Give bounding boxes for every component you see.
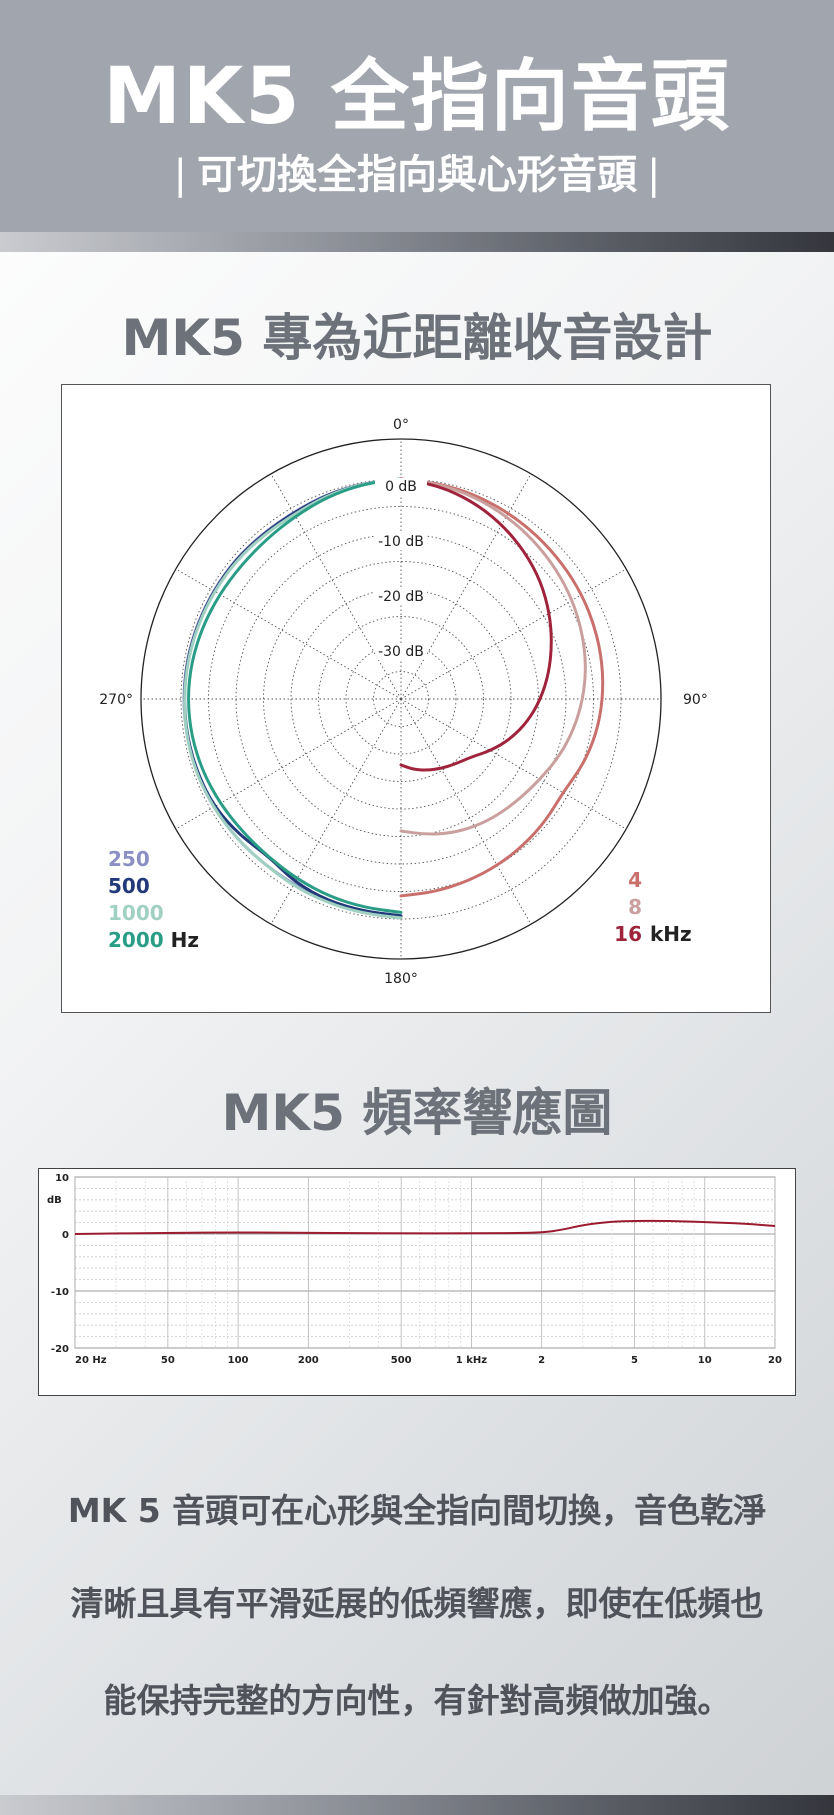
polar-spoke <box>270 473 402 700</box>
freq-x-tick-label: 2 <box>538 1355 545 1366</box>
polar-db-label-bg <box>375 643 427 660</box>
polar-series-4 <box>399 477 605 898</box>
polar-angle-label: 90° <box>683 692 708 708</box>
polar-section-title: MK5 專為近距離收音設計 <box>121 309 713 367</box>
polar-chart: 0° 90° 180° 270° 0 dB -10 dB -20 dB -30 dB 250 5… <box>99 417 708 987</box>
polar-series-1000 <box>183 477 403 920</box>
page-subtitle: | 可切換全指向與心形音頭 | <box>0 142 834 200</box>
freq-x-tick-label: 200 <box>298 1355 319 1366</box>
freq-y-tick-label: 10 <box>55 1173 69 1184</box>
description-line-2: 清晰且具有平滑延展的低頻響應，即使在低頻也 <box>70 1584 764 1623</box>
polar-db-label: 0 dB <box>385 479 417 495</box>
freq-section-title: MK5 頻率響應圖 <box>221 1084 613 1142</box>
subtitle-bar-left: | <box>173 152 187 198</box>
header-banner: MK5 全指向音頭 | 可切換全指向與心形音頭 | <box>0 0 834 232</box>
polar-legend-right-item: 8 <box>628 895 642 919</box>
freq-y-axis-label: dB <box>47 1195 62 1206</box>
polar-legend-left-item: 1000 <box>108 901 164 925</box>
polar-legend-left-item: 500 <box>108 874 150 898</box>
polar-spoke <box>400 698 532 925</box>
polar-series-2000 <box>187 477 403 914</box>
polar-legend-left-unit: Hz <box>164 928 199 952</box>
freq-x-tick-label: 10 <box>698 1355 712 1366</box>
polar-db-label-bg <box>375 533 427 550</box>
freq-x-tick-label: 5 <box>631 1355 638 1366</box>
polar-legend-right-item: 4 <box>628 868 642 892</box>
polar-legend: 250 500 1000 2000 Hz 4 8 16 kHz <box>108 847 692 952</box>
freq-response-line <box>74 1219 776 1235</box>
freq-plot-area <box>74 1176 776 1349</box>
subtitle-bar-right: | <box>647 152 661 198</box>
polar-db-ring <box>373 671 429 727</box>
description-line-3: 能保持完整的方向性，有針對高頻做加強。 <box>103 1681 731 1720</box>
polar-db-label: -10 dB <box>378 534 424 550</box>
polar-chart-panel: 0° 90° 180° 270° 0 dB -10 dB -20 dB -30 dB 250 5… <box>61 384 771 1013</box>
freq-chart-panel: 10 0 -10 -20 dB 20 Hz 50 100 200 500 1 kHz 2 5 10 20 <box>38 1168 796 1396</box>
polar-series-8 <box>399 477 587 836</box>
polar-series-250 <box>182 477 403 919</box>
header-gradient-band <box>0 232 834 252</box>
polar-legend-right-unit: kHz <box>650 922 692 946</box>
polar-db-ring <box>290 588 512 810</box>
polar-db-ring <box>318 616 484 782</box>
page-title: MK5 全指向音頭 <box>103 52 731 142</box>
polar-spoke <box>270 698 402 925</box>
polar-db-label: -30 dB <box>378 644 424 660</box>
freq-x-tick-label: 20 Hz <box>75 1355 107 1366</box>
polar-spoke <box>400 698 627 830</box>
polar-angle-label: 180° <box>384 971 418 987</box>
freq-y-tick-label: 0 <box>62 1230 69 1241</box>
polar-legend-left-item: 250 <box>108 847 150 871</box>
footer-gradient-band <box>0 1795 834 1815</box>
polar-series-group <box>182 477 605 920</box>
freq-x-tick-label: 100 <box>228 1355 249 1366</box>
subtitle-text: 可切換全指向與心形音頭 <box>197 152 637 198</box>
polar-spoke <box>400 568 627 700</box>
polar-legend-right-item: 16 <box>614 922 642 946</box>
polar-angle-label: 0° <box>393 417 409 433</box>
freq-x-tick-label: 50 <box>161 1355 175 1366</box>
freq-y-tick-label: -10 <box>51 1287 69 1298</box>
freq-x-tick-label: 20 <box>768 1355 782 1366</box>
polar-labels: 0° 90° 180° 270° 0 dB -10 dB -20 dB -30 dB <box>99 417 708 987</box>
polar-db-label-bg <box>375 478 427 495</box>
polar-spoke <box>400 473 532 700</box>
freq-grid <box>74 1176 776 1349</box>
polar-angle-label: 270° <box>99 692 133 708</box>
freq-series-group <box>74 1219 776 1235</box>
polar-db-ring <box>345 643 457 755</box>
polar-db-label-bg <box>375 588 427 605</box>
freq-x-tick-label: 1 kHz <box>456 1355 487 1366</box>
polar-series-500 <box>183 477 403 918</box>
polar-series-16 <box>399 477 553 772</box>
polar-legend-left-item: 2000 Hz <box>108 928 199 952</box>
description-line-1: MK 5 音頭可在心形與全指向間切換，音色乾淨 <box>67 1491 767 1530</box>
polar-outer-ring <box>140 438 662 960</box>
freq-y-tick-label: -20 <box>51 1344 69 1355</box>
polar-db-label: -20 dB <box>378 589 424 605</box>
freq-x-tick-label: 500 <box>391 1355 412 1366</box>
